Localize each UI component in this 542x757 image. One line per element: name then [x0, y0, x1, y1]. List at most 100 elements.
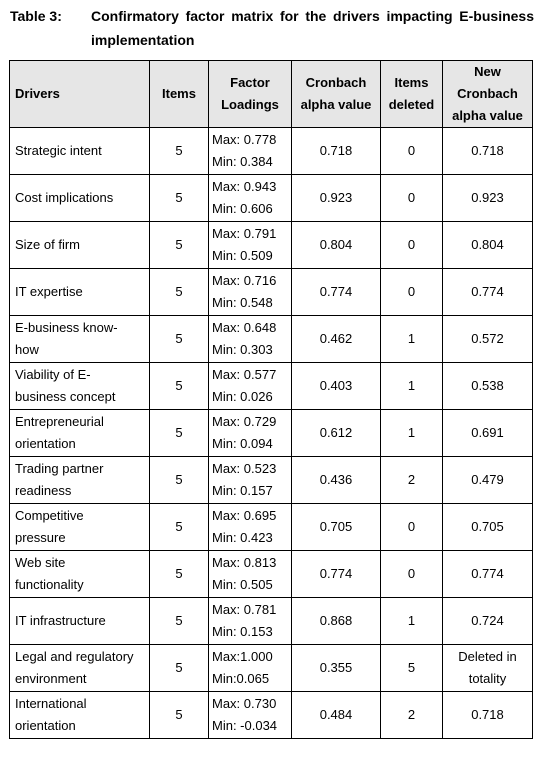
header-items-deleted: Items deleted	[380, 60, 443, 128]
factor-loadings-cell: Max: 0.781 Min: 0.153	[208, 597, 292, 645]
table-row: Trading partner readiness 5 Max: 0.523 Min: …	[9, 456, 533, 504]
table-row: Viability of E-business concept 5 Max: 0.5…	[9, 362, 533, 410]
min-loading: Min: 0.423	[212, 530, 273, 545]
new-cronbach-alpha-cell: 0.691	[442, 409, 533, 457]
driver-cell: IT infrastructure	[9, 597, 150, 645]
table-row: IT expertise 5 Max: 0.716 Min: 0.548 0.774 0 0…	[9, 268, 533, 316]
items-deleted-cell: 5	[380, 644, 443, 692]
factor-loadings-cell: Max: 0.695 Min: 0.423	[208, 503, 292, 551]
cronbach-alpha-cell: 0.923	[291, 174, 381, 222]
min-loading: Min:0.065	[212, 671, 270, 686]
items-cell: 5	[149, 550, 209, 598]
table-row: Entrepreneurial orientation 5 Max: 0.729 Min…	[9, 409, 533, 457]
driver-name-line: readiness	[15, 483, 72, 498]
driver-cell: IT expertise	[9, 268, 150, 316]
driver-name-line: E-business know-	[15, 320, 118, 335]
driver-name-line: how	[15, 342, 39, 357]
driver-name-line: pressure	[15, 530, 66, 545]
min-loading: Min: 0.153	[212, 624, 273, 639]
driver-name-line: Entrepreneurial	[15, 414, 104, 429]
header-drivers: Drivers	[9, 60, 150, 128]
driver-name-line: functionality	[15, 577, 84, 592]
min-loading: Min: 0.303	[212, 342, 273, 357]
header-line: alpha value	[300, 97, 372, 112]
driver-cell: Viability of E-business concept	[9, 362, 150, 410]
driver-name-line: Size of firm	[15, 237, 81, 252]
new-alpha-line: 0.705	[471, 519, 504, 534]
new-alpha-line: 0.804	[471, 237, 504, 252]
new-alpha-line: 0.572	[471, 331, 504, 346]
driver-name-line: orientation	[15, 436, 76, 451]
new-cronbach-alpha-cell: 0.538	[442, 362, 533, 410]
cronbach-alpha-cell: 0.718	[291, 127, 381, 175]
min-loading: Min: -0.034	[212, 718, 278, 733]
driver-name-line: Competitive	[15, 508, 84, 523]
table-body: Strategic intent 5 Max: 0.778 Min: 0.384 0.7…	[9, 127, 533, 739]
driver-name-line: orientation	[15, 718, 76, 733]
new-cronbach-alpha-cell: 0.705	[442, 503, 533, 551]
cronbach-alpha-cell: 0.484	[291, 691, 381, 739]
header-factor-loadings: Factor Loadings	[208, 60, 292, 128]
factor-matrix-table: Drivers Items Factor Loadings Cronbach a…	[9, 60, 533, 739]
table-title: Confirmatory factor matrix for the drive…	[91, 8, 534, 48]
factor-loadings-cell: Max: 0.778 Min: 0.384	[208, 127, 292, 175]
items-cell: 5	[149, 597, 209, 645]
cronbach-alpha-cell: 0.705	[291, 503, 381, 551]
items-cell: 5	[149, 221, 209, 269]
new-alpha-line: 0.774	[471, 566, 504, 581]
driver-name-line: environment	[15, 671, 87, 686]
items-deleted-cell: 2	[380, 456, 443, 504]
driver-cell: E-business know-how	[9, 315, 150, 363]
header-line: deleted	[388, 97, 435, 112]
items-deleted-cell: 0	[380, 550, 443, 598]
items-cell: 5	[149, 644, 209, 692]
cronbach-alpha-cell: 0.612	[291, 409, 381, 457]
cronbach-alpha-cell: 0.462	[291, 315, 381, 363]
driver-name-line: Cost implications	[15, 190, 114, 205]
driver-cell: Competitive pressure	[9, 503, 150, 551]
new-cronbach-alpha-cell: 0.724	[442, 597, 533, 645]
cronbach-alpha-cell: 0.774	[291, 550, 381, 598]
items-deleted-cell: 0	[380, 503, 443, 551]
driver-name-line: Viability of E-	[15, 367, 91, 382]
new-alpha-line: 0.923	[471, 190, 504, 205]
max-loading: Max: 0.729	[212, 414, 277, 429]
min-loading: Min: 0.094	[212, 436, 273, 451]
items-deleted-cell: 1	[380, 409, 443, 457]
min-loading: Min: 0.026	[212, 389, 273, 404]
table-row: Cost implications 5 Max: 0.943 Min: 0.606 0.…	[9, 174, 533, 222]
new-alpha-line: 0.724	[471, 613, 504, 628]
table-row: International orientation 5 Max: 0.730 Min: …	[9, 691, 533, 739]
items-cell: 5	[149, 456, 209, 504]
factor-loadings-cell: Max: 0.730 Min: -0.034	[208, 691, 292, 739]
cronbach-alpha-cell: 0.436	[291, 456, 381, 504]
header-line: Items	[394, 75, 429, 90]
max-loading: Max: 0.781	[212, 602, 277, 617]
driver-name-line: IT infrastructure	[15, 613, 106, 628]
table-row: Competitive pressure 5 Max: 0.695 Min: 0.423…	[9, 503, 533, 551]
min-loading: Min: 0.548	[212, 295, 273, 310]
factor-loadings-cell: Max:1.000 Min:0.065	[208, 644, 292, 692]
table-row: IT infrastructure 5 Max: 0.781 Min: 0.153 0.…	[9, 597, 533, 645]
min-loading: Min: 0.606	[212, 201, 273, 216]
min-loading: Min: 0.157	[212, 483, 273, 498]
items-deleted-cell: 1	[380, 597, 443, 645]
max-loading: Max: 0.523	[212, 461, 277, 476]
min-loading: Min: 0.509	[212, 248, 273, 263]
max-loading: Max: 0.943	[212, 179, 277, 194]
header-line: New	[474, 64, 501, 79]
factor-loadings-cell: Max: 0.813 Min: 0.505	[208, 550, 292, 598]
new-cronbach-alpha-cell: Deleted in totality	[442, 644, 533, 692]
items-deleted-cell: 0	[380, 268, 443, 316]
items-deleted-cell: 1	[380, 315, 443, 363]
max-loading: Max: 0.791	[212, 226, 277, 241]
items-deleted-cell: 0	[380, 127, 443, 175]
max-loading: Max: 0.778	[212, 132, 277, 147]
min-loading: Min: 0.505	[212, 577, 273, 592]
items-cell: 5	[149, 691, 209, 739]
items-deleted-cell: 2	[380, 691, 443, 739]
table-row: E-business know-how 5 Max: 0.648 Min: 0.303…	[9, 315, 533, 363]
cronbach-alpha-cell: 0.868	[291, 597, 381, 645]
items-deleted-cell: 0	[380, 221, 443, 269]
new-cronbach-alpha-cell: 0.804	[442, 221, 533, 269]
